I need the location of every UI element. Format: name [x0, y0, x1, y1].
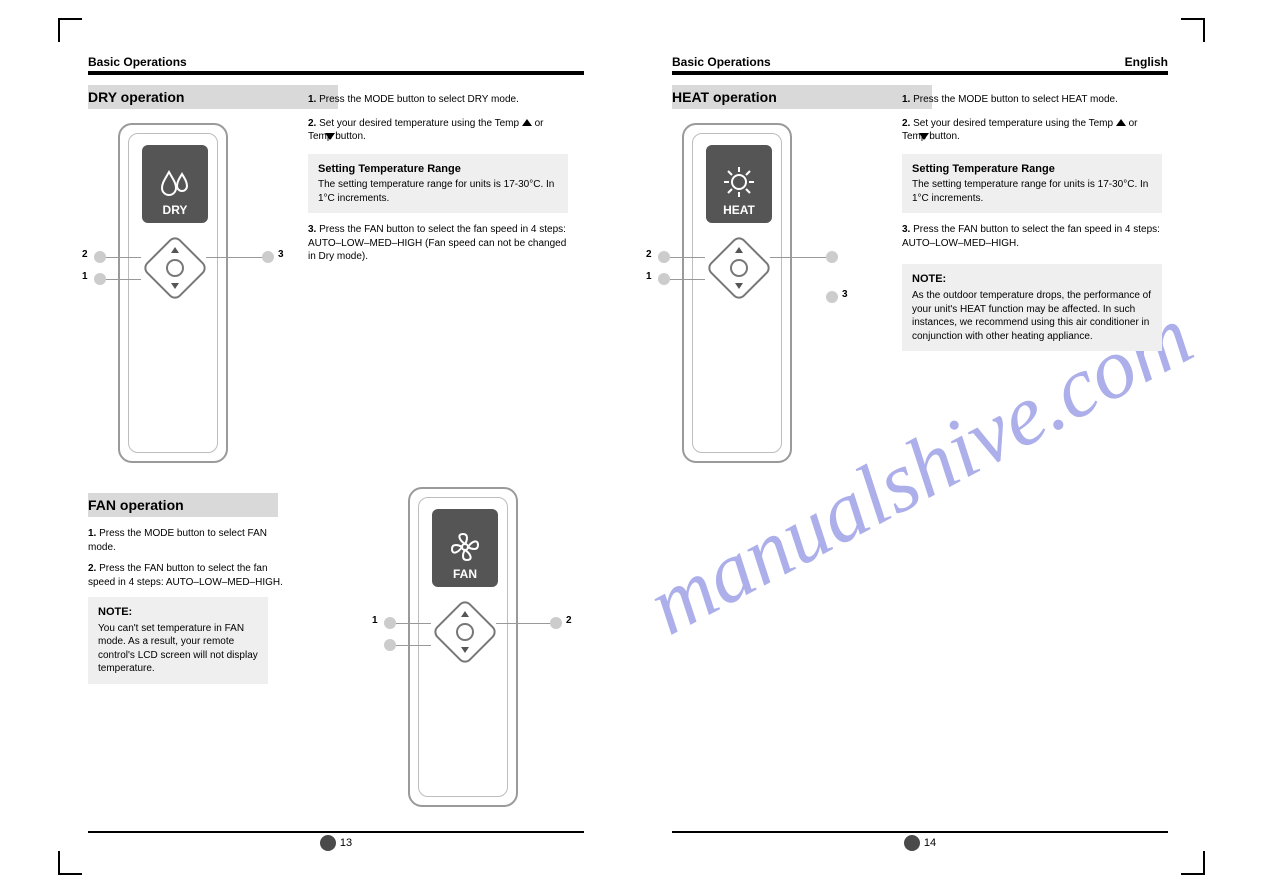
- sun-icon: [722, 165, 756, 199]
- dry-dot-2: [94, 251, 106, 263]
- remote-heat-screen: HEAT: [706, 145, 772, 223]
- heat-range-note: Setting Temperature Range The setting te…: [902, 154, 1162, 214]
- heat-note-title: NOTE:: [912, 272, 1152, 287]
- fan-line-1: [396, 623, 431, 624]
- fan-dot-2a: [384, 639, 396, 651]
- heat-step3-num: 3.: [902, 224, 910, 235]
- dry-step3-num: 3.: [308, 224, 316, 235]
- fan-title: FAN operation: [88, 493, 278, 517]
- fan-step1-text: Press the MODE button to select FAN mode…: [88, 528, 267, 553]
- dry-step1-text: Press the MODE button to select DRY mode…: [319, 94, 519, 105]
- dry-dot-3: [262, 251, 274, 263]
- remote-dry-screen: DRY: [142, 145, 208, 223]
- droplet-icon: [158, 169, 192, 199]
- heat-title: HEAT operation: [672, 85, 932, 109]
- fan-icon: [449, 531, 481, 563]
- heat-dot-3a: [826, 251, 838, 263]
- dry-step2-num: 2.: [308, 118, 316, 129]
- dry-line-1: [106, 279, 141, 280]
- dry-range-note: Setting Temperature Range The setting te…: [308, 154, 568, 214]
- header-section-r: Basic Operations: [672, 55, 771, 69]
- temp-up-icon: [522, 119, 532, 126]
- temp-down-icon: [325, 133, 335, 140]
- remote-heat: HEAT: [682, 123, 792, 463]
- heat-range-title: Setting Temperature Range: [912, 162, 1152, 177]
- remote-heat-label: HEAT: [723, 203, 755, 217]
- crop-mark-bl: [58, 851, 82, 875]
- fan-dot-1: [384, 617, 396, 629]
- temp-up-icon-h: [1116, 119, 1126, 126]
- fan-line-2: [496, 623, 550, 624]
- heat-range-body: The setting temperature range for units …: [912, 178, 1152, 205]
- fan-note-title: NOTE:: [98, 605, 258, 620]
- page-right: Basic Operations English HEAT operation: [672, 45, 1168, 853]
- page-left: Basic Operations DRY operation DRY 2: [88, 45, 584, 853]
- dry-step2-text: Set your desired temperature using the T…: [319, 118, 519, 129]
- heat-dot-3: [826, 291, 838, 303]
- fan-step2-num: 2.: [88, 563, 96, 574]
- heat-step1-num: 1.: [902, 94, 910, 105]
- remote-heat-dpad: [714, 243, 764, 293]
- heat-step1-text: Press the MODE button to select HEAT mod…: [913, 94, 1118, 105]
- dry-step3-text: Press the FAN button to select the fan s…: [308, 224, 566, 262]
- dry-num-1: 1: [82, 271, 88, 282]
- remote-dry-label: DRY: [163, 203, 188, 217]
- dry-step1-num: 1.: [308, 94, 316, 105]
- dry-num-2: 2: [82, 249, 88, 260]
- dry-title: DRY operation: [88, 85, 338, 109]
- fan-num-1: 1: [372, 615, 378, 626]
- heat-dot-1: [658, 273, 670, 285]
- footer-right: 14: [672, 831, 1168, 853]
- heat-note-body: As the outdoor temperature drops, the pe…: [912, 289, 1152, 343]
- temp-down-icon-h: [919, 133, 929, 140]
- page-circle-right: [904, 835, 920, 851]
- crop-mark-br: [1181, 851, 1205, 875]
- heat-note: NOTE: As the outdoor temperature drops, …: [902, 264, 1162, 351]
- heat-step2-num: 2.: [902, 118, 910, 129]
- heat-num-2: 2: [646, 249, 652, 260]
- remote-dry: DRY: [118, 123, 228, 463]
- header-section: Basic Operations: [88, 55, 187, 69]
- fan-line-2a: [396, 645, 431, 646]
- crop-mark-tl: [58, 18, 82, 42]
- dry-range-body: The setting temperature range for units …: [318, 178, 558, 205]
- dry-dot-1: [94, 273, 106, 285]
- fan-note-body: You can't set temperature in FAN mode. A…: [98, 622, 258, 676]
- heat-num-1: 1: [646, 271, 652, 282]
- dry-line-2: [106, 257, 141, 258]
- fan-step1-num: 1.: [88, 528, 96, 539]
- fan-dot-2: [550, 617, 562, 629]
- remote-dry-dpad: [150, 243, 200, 293]
- page-num-left: 13: [340, 837, 352, 849]
- remote-fan-dpad: [440, 607, 490, 657]
- heat-step2-text: Set your desired temperature using the T…: [913, 118, 1113, 129]
- dry-num-3: 3: [278, 249, 284, 260]
- page-num-right: 14: [924, 837, 936, 849]
- remote-fan-screen: FAN: [432, 509, 498, 587]
- footer-left: 13: [88, 831, 584, 853]
- heat-step3-text: Press the FAN button to select the fan s…: [902, 224, 1160, 249]
- page-header-right: Basic Operations English: [672, 45, 1168, 75]
- heat-line-1: [670, 279, 705, 280]
- page-circle-left: [320, 835, 336, 851]
- remote-fan-label: FAN: [453, 567, 477, 581]
- dry-range-title: Setting Temperature Range: [318, 162, 558, 177]
- fan-num-2: 2: [566, 615, 572, 626]
- heat-num-3: 3: [842, 289, 848, 300]
- remote-fan: FAN: [408, 487, 518, 807]
- heat-line-2: [670, 257, 705, 258]
- fan-step2-text: Press the FAN button to select the fan s…: [88, 563, 283, 588]
- heat-line-3a: [770, 257, 826, 258]
- dry-line-3: [206, 257, 262, 258]
- crop-mark-tr: [1181, 18, 1205, 42]
- heat-dot-2: [658, 251, 670, 263]
- header-english: English: [1125, 55, 1168, 69]
- page-header-left: Basic Operations: [88, 45, 584, 75]
- fan-note: NOTE: You can't set temperature in FAN m…: [88, 597, 268, 684]
